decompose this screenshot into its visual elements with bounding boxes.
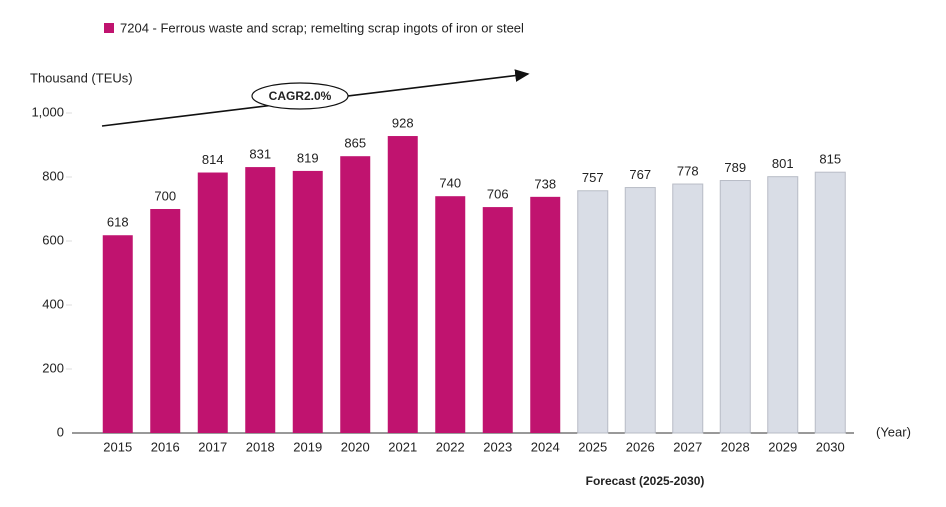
bar: [482, 207, 513, 433]
y-tick-label: 1,000: [31, 104, 64, 119]
y-tick-label: 200: [42, 360, 64, 375]
bar: [672, 183, 704, 434]
value-label: 928: [392, 115, 414, 130]
value-label: 700: [154, 188, 176, 203]
legend-swatch: [104, 23, 114, 33]
x-tick-label: 2015: [103, 439, 132, 454]
x-tick-label: 2024: [531, 439, 560, 454]
bar: [530, 196, 561, 433]
bar: [197, 172, 228, 433]
value-label: 831: [249, 147, 271, 162]
y-tick-label: 800: [42, 168, 64, 183]
x-tick-label: 2016: [151, 439, 180, 454]
x-axis-label: (Year): [876, 424, 911, 439]
x-tick-label: 2017: [198, 439, 227, 454]
value-label: 706: [487, 187, 509, 202]
value-label: 865: [344, 136, 366, 151]
value-label: 789: [724, 160, 746, 175]
bar: [577, 190, 609, 434]
bar: [624, 187, 656, 434]
value-label: 738: [534, 176, 556, 191]
x-tick-label: 2020: [341, 439, 370, 454]
annotation: CAGR2.0%: [269, 89, 332, 103]
legend-label: 7204 - Ferrous waste and scrap; remeltin…: [120, 20, 524, 35]
x-tick-label: 2028: [721, 439, 750, 454]
bar: [102, 235, 133, 433]
x-tick-label: 2021: [388, 439, 417, 454]
y-tick-label: 400: [42, 296, 64, 311]
value-label: 815: [819, 152, 841, 167]
bar: [767, 176, 799, 434]
bar: [387, 136, 418, 434]
value-label: 801: [772, 156, 794, 171]
annotation-bubble: [251, 82, 349, 110]
x-tick-label: 2029: [768, 439, 797, 454]
x-tick-label: 2023: [483, 439, 512, 454]
bar: [435, 196, 466, 433]
y-axis-label: Thousand (TEUs): [30, 70, 133, 85]
y-tick-label: 600: [42, 232, 64, 247]
value-label: 618: [107, 215, 129, 230]
bar: [150, 209, 181, 433]
value-label: 767: [629, 167, 651, 182]
forecast-label: Forecast (2025-2030): [586, 474, 705, 488]
x-tick-label: 2018: [246, 439, 275, 454]
x-tick-label: 2019: [293, 439, 322, 454]
value-label: 778: [677, 163, 699, 178]
x-tick-label: 2030: [816, 439, 845, 454]
value-label: 757: [582, 170, 604, 185]
x-tick-label: 2025: [578, 439, 607, 454]
value-label: 740: [439, 176, 461, 191]
value-label: 819: [297, 150, 319, 165]
x-tick-label: 2027: [673, 439, 702, 454]
bar: [245, 167, 276, 433]
bar: [292, 170, 323, 434]
bar: [814, 171, 846, 434]
bar: [719, 180, 751, 434]
x-tick-label: 2022: [436, 439, 465, 454]
bar: [340, 156, 371, 433]
x-tick-label: 2026: [626, 439, 655, 454]
y-tick-label: 0: [57, 424, 64, 439]
value-label: 814: [202, 152, 224, 167]
